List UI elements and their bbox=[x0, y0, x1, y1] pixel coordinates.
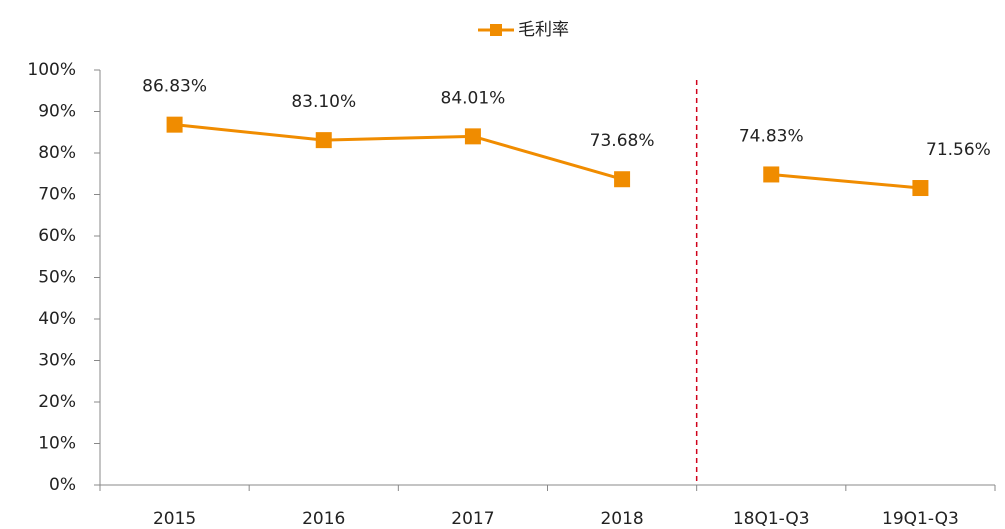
x-tick-label: 18Q1-Q3 bbox=[733, 509, 810, 529]
x-tick-label: 2017 bbox=[451, 509, 494, 529]
y-tick-label: 10% bbox=[38, 434, 76, 454]
legend-label: 毛利率 bbox=[518, 20, 569, 40]
y-tick-label: 30% bbox=[38, 351, 76, 371]
y-tick-label: 60% bbox=[38, 226, 76, 246]
y-tick-label: 90% bbox=[38, 102, 76, 122]
data-label: 71.56% bbox=[926, 140, 991, 160]
legend-marker bbox=[490, 24, 502, 36]
data-label: 73.68% bbox=[590, 131, 655, 151]
y-tick-label: 40% bbox=[38, 309, 76, 329]
data-label: 84.01% bbox=[441, 88, 506, 108]
data-label: 74.83% bbox=[739, 126, 804, 146]
x-tick-label: 2016 bbox=[302, 509, 345, 529]
x-tick-label: 2018 bbox=[600, 509, 643, 529]
line bbox=[771, 172, 921, 190]
y-tick-label: 20% bbox=[38, 392, 76, 412]
x-tick-label: 19Q1-Q3 bbox=[882, 509, 959, 529]
line bbox=[174, 123, 623, 181]
marker bbox=[912, 180, 929, 197]
marker bbox=[315, 132, 332, 149]
marker bbox=[763, 166, 780, 183]
y-tick-label: 70% bbox=[38, 185, 76, 205]
y-tick-label: 0% bbox=[49, 475, 76, 495]
marker bbox=[166, 116, 183, 133]
y-tick-label: 50% bbox=[38, 268, 76, 288]
marker bbox=[614, 171, 631, 188]
data-label: 86.83% bbox=[142, 77, 207, 97]
y-tick-label: 80% bbox=[38, 143, 76, 163]
data-label: 83.10% bbox=[291, 92, 356, 112]
y-tick-label: 100% bbox=[27, 60, 76, 80]
x-tick-label: 2015 bbox=[153, 509, 196, 529]
marker bbox=[464, 128, 481, 145]
